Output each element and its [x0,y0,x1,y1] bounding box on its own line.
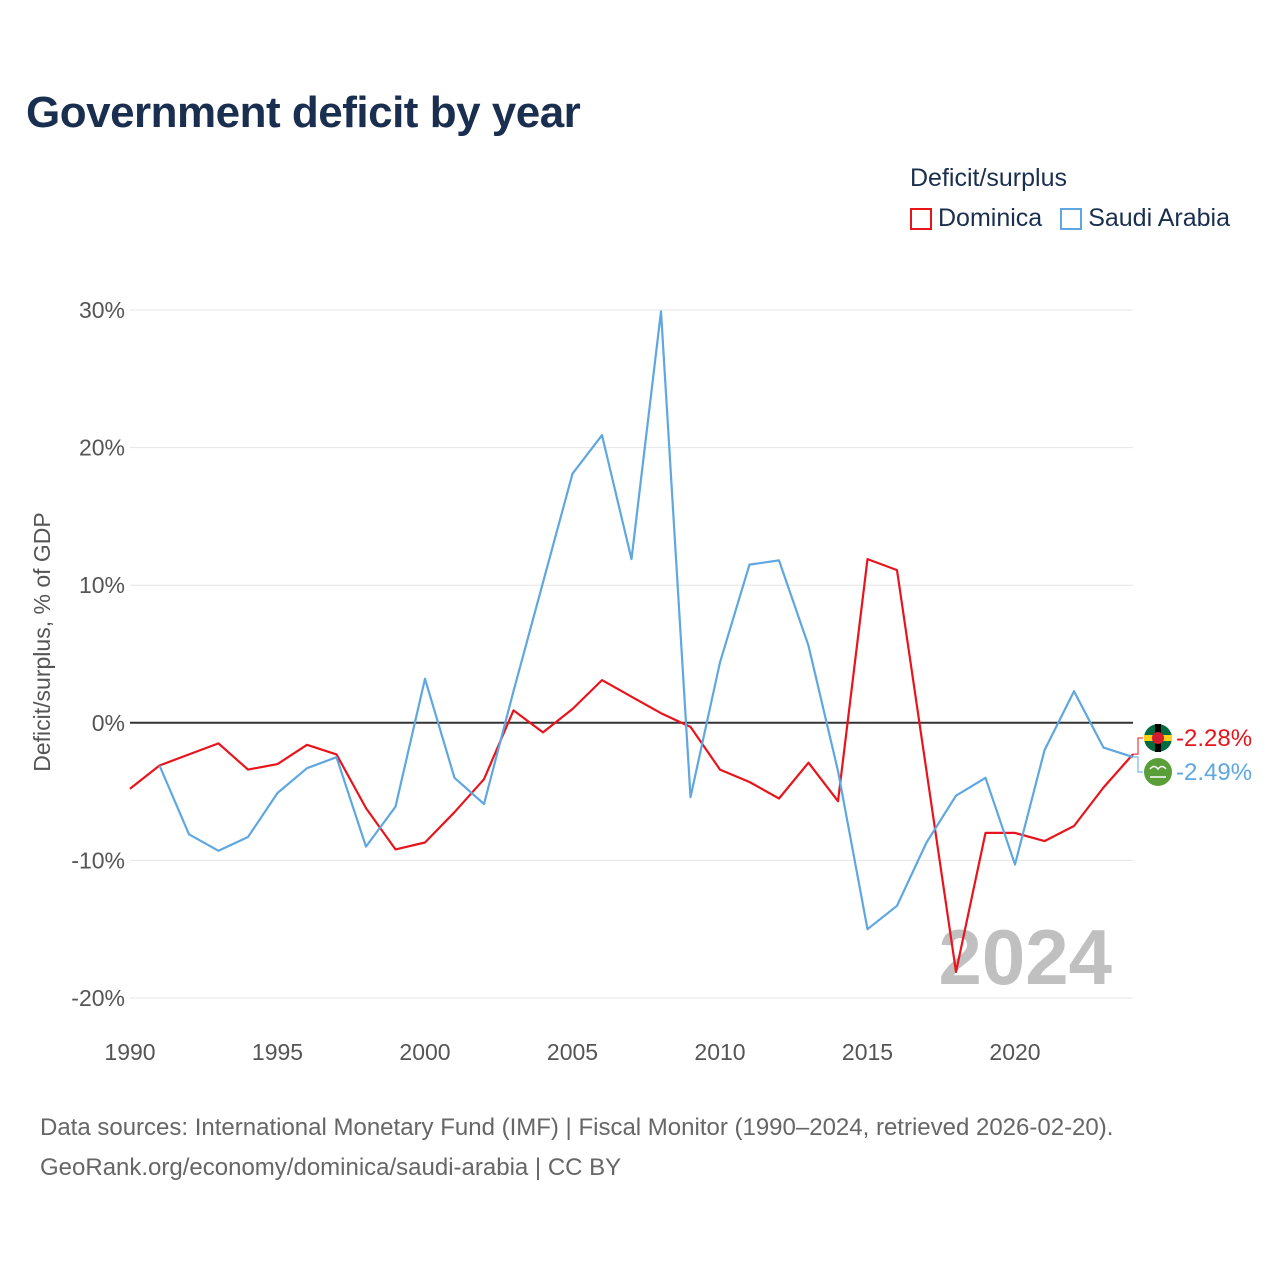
legend-item-dominica[interactable]: Dominica [910,204,1042,233]
series-line-dominica[interactable] [129,558,1134,973]
x-tick-label: 2005 [547,1039,598,1065]
x-tick-label: 2000 [399,1039,450,1065]
chart-title: Government deficit by year [26,88,581,137]
x-tick-label: 1990 [104,1039,155,1065]
legend-swatch-dominica [910,207,932,230]
end-markers: -2.28% -2.49% [1133,724,1252,786]
legend: Dominica Saudi Arabia [910,204,1248,233]
end-value-saudi-arabia: -2.49% [1176,759,1252,786]
legend-label-saudi-arabia: Saudi Arabia [1088,204,1230,232]
y-tick-label: 30% [79,297,125,323]
y-axis-label: Deficit/surplus, % of GDP [29,512,55,771]
legend-label-dominica: Dominica [938,204,1043,232]
series-line-saudi-arabia[interactable] [158,310,1134,931]
data-sources: Data sources: International Monetary Fun… [40,1108,1113,1188]
y-tick-label: -10% [71,847,125,873]
x-tick-label: 2020 [989,1039,1040,1065]
x-tick-label: 1995 [252,1039,303,1065]
y-tick-label: 0% [92,710,125,736]
gridlines [130,309,1133,999]
legend-item-saudi-arabia[interactable]: Saudi Arabia [1060,204,1230,233]
end-value-dominica: -2.28% [1176,725,1252,752]
x-tick-label: 2015 [842,1039,893,1065]
y-tick-label: 10% [79,572,125,598]
y-tick-label: -20% [71,985,125,1011]
saudi-arabia-flag-icon [1144,758,1172,786]
sources-line-2[interactable]: GeoRank.org/economy/dominica/saudi-arabi… [40,1154,622,1181]
sources-line-1: Data sources: International Monetary Fun… [40,1114,1114,1141]
end-connector-saudi-arabia [1133,756,1143,773]
flag-disc [1152,732,1164,744]
x-axis-ticks: 1990 1995 2000 2005 2010 2015 2020 [104,1039,1040,1065]
legend-swatch-saudi-arabia [1060,207,1083,230]
y-tick-label: 20% [79,435,125,461]
legend-title: Deficit/surplus [910,164,1067,192]
series-lines [129,310,1134,973]
year-watermark: 2024 [938,913,1112,1001]
flag-script [1149,765,1167,771]
end-connector-dominica [1133,737,1143,755]
x-tick-label: 2010 [694,1039,745,1065]
y-axis-ticks: 30% 20% 10% 0% -10% -20% [71,297,125,1011]
